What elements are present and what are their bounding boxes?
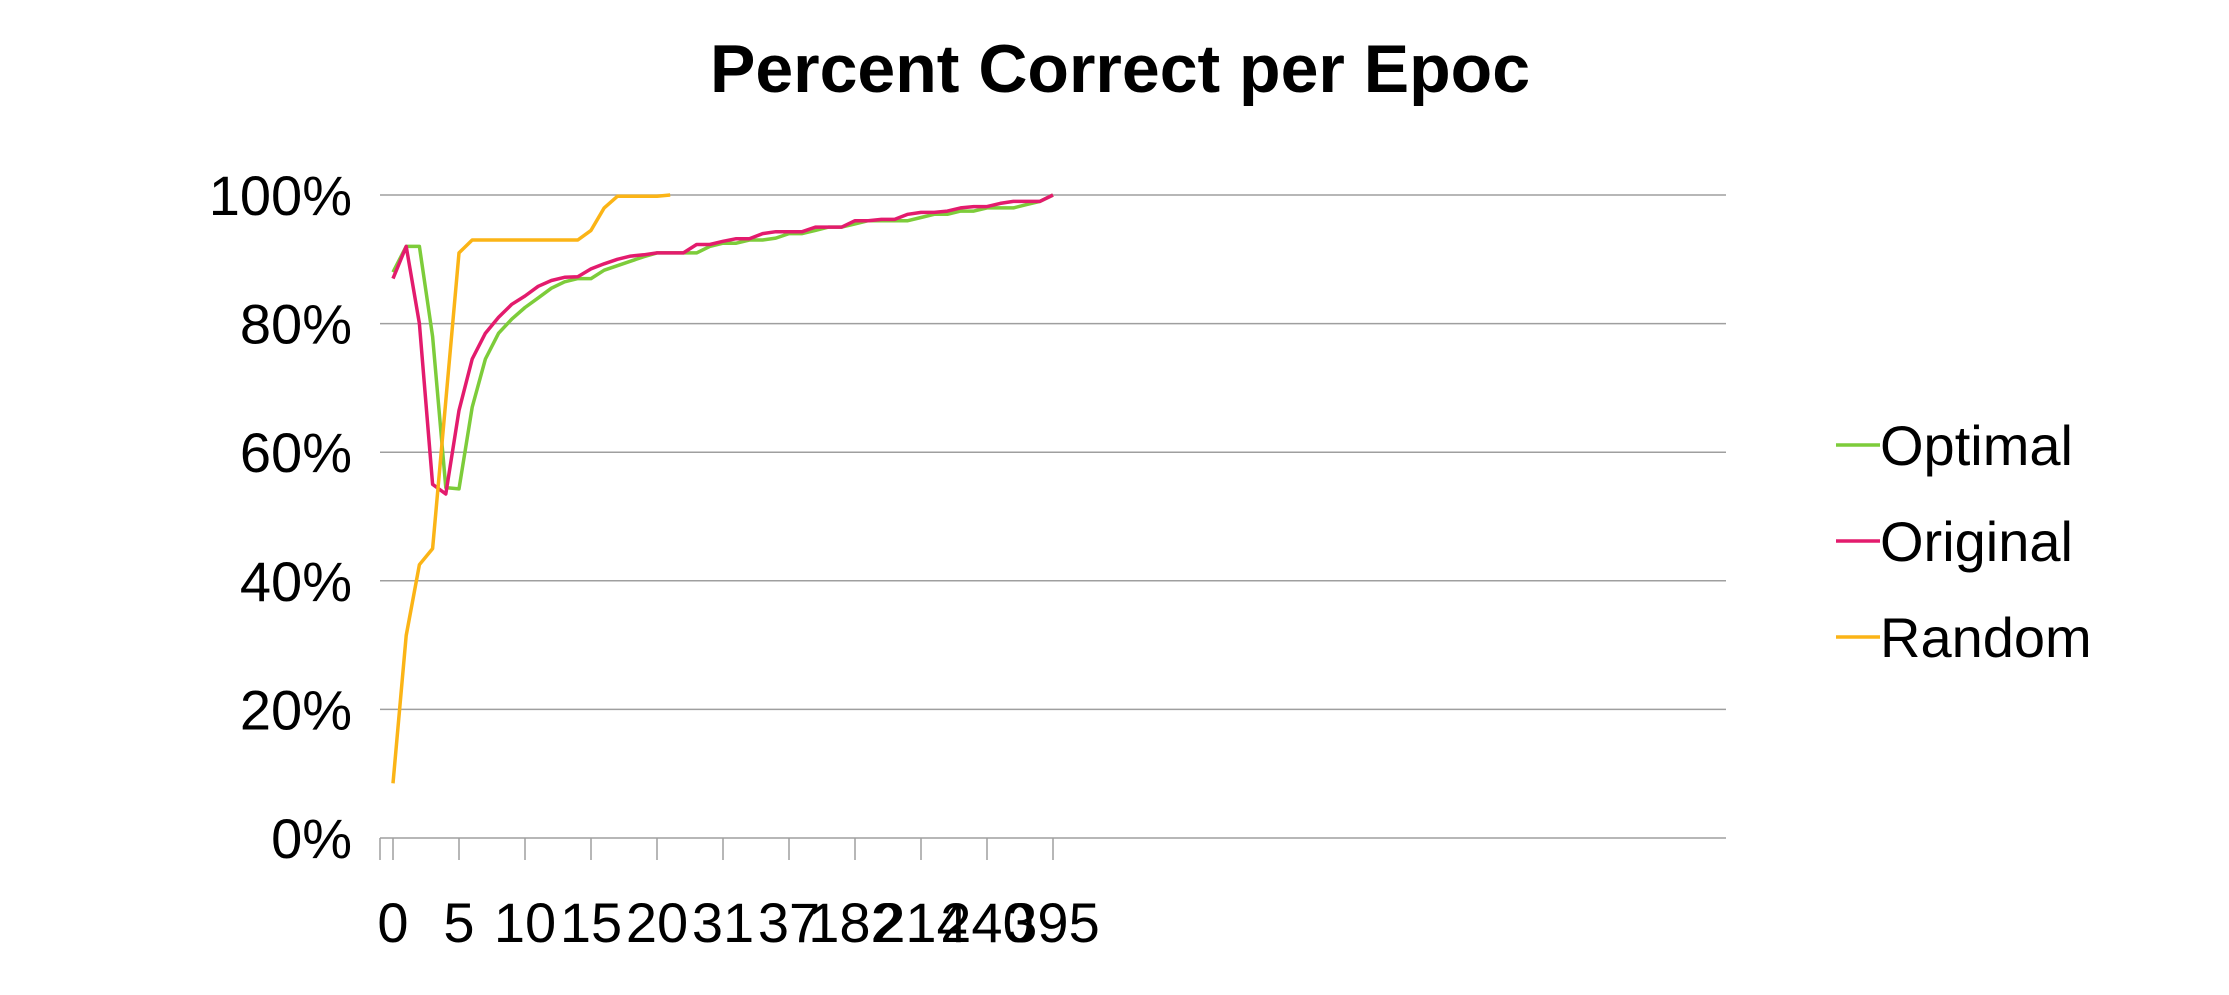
y-tick-label: 20% [240,678,352,741]
legend-item-original: Original [1836,510,2073,573]
y-axis-tick-labels: 0% 20% 40% 60% 80% 100% [209,164,352,870]
x-tick-label: 182 [808,891,901,954]
y-tick-label: 80% [240,293,352,356]
x-tick-label: 240 [940,891,1033,954]
series-line-optimal [391,193,1054,491]
series-line-random [391,193,671,784]
gridlines [380,194,1726,839]
x-tick-label: 20 [626,891,688,954]
y-tick-label: 0% [271,807,352,870]
legend-item-optimal: Optimal [1836,414,2073,477]
y-tick-label: 60% [240,421,352,484]
y-tick-label: 40% [240,550,352,613]
series-lines [391,193,1054,784]
y-tick-label: 100% [209,164,352,227]
chart-title: Percent Correct per Epoc [710,31,1530,107]
x-tick-label: 5 [443,891,474,954]
x-tick-label: 37 [758,891,820,954]
legend-item-random: Random [1836,606,2092,669]
legend-label: Optimal [1880,414,2073,477]
x-tick-label: 395 [1006,891,1099,954]
legend-label: Original [1880,510,2073,573]
legend-label: Random [1880,606,2092,669]
x-tick-label: 0 [377,891,408,954]
x-tick-label: 214 [874,891,967,954]
x-tick-label: 15 [560,891,622,954]
x-tick-label: 31 [692,891,754,954]
legend: Optimal Original Random [1836,414,2092,669]
series-line-original [391,193,1054,496]
x-axis [379,838,1054,860]
x-tick-label: 10 [494,891,556,954]
